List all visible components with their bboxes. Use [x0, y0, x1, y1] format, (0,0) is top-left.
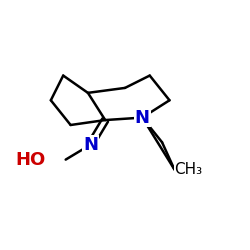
Text: N: N: [135, 108, 150, 126]
Text: N: N: [83, 136, 98, 154]
Text: HO: HO: [16, 150, 46, 168]
Text: CH₃: CH₃: [174, 162, 203, 177]
